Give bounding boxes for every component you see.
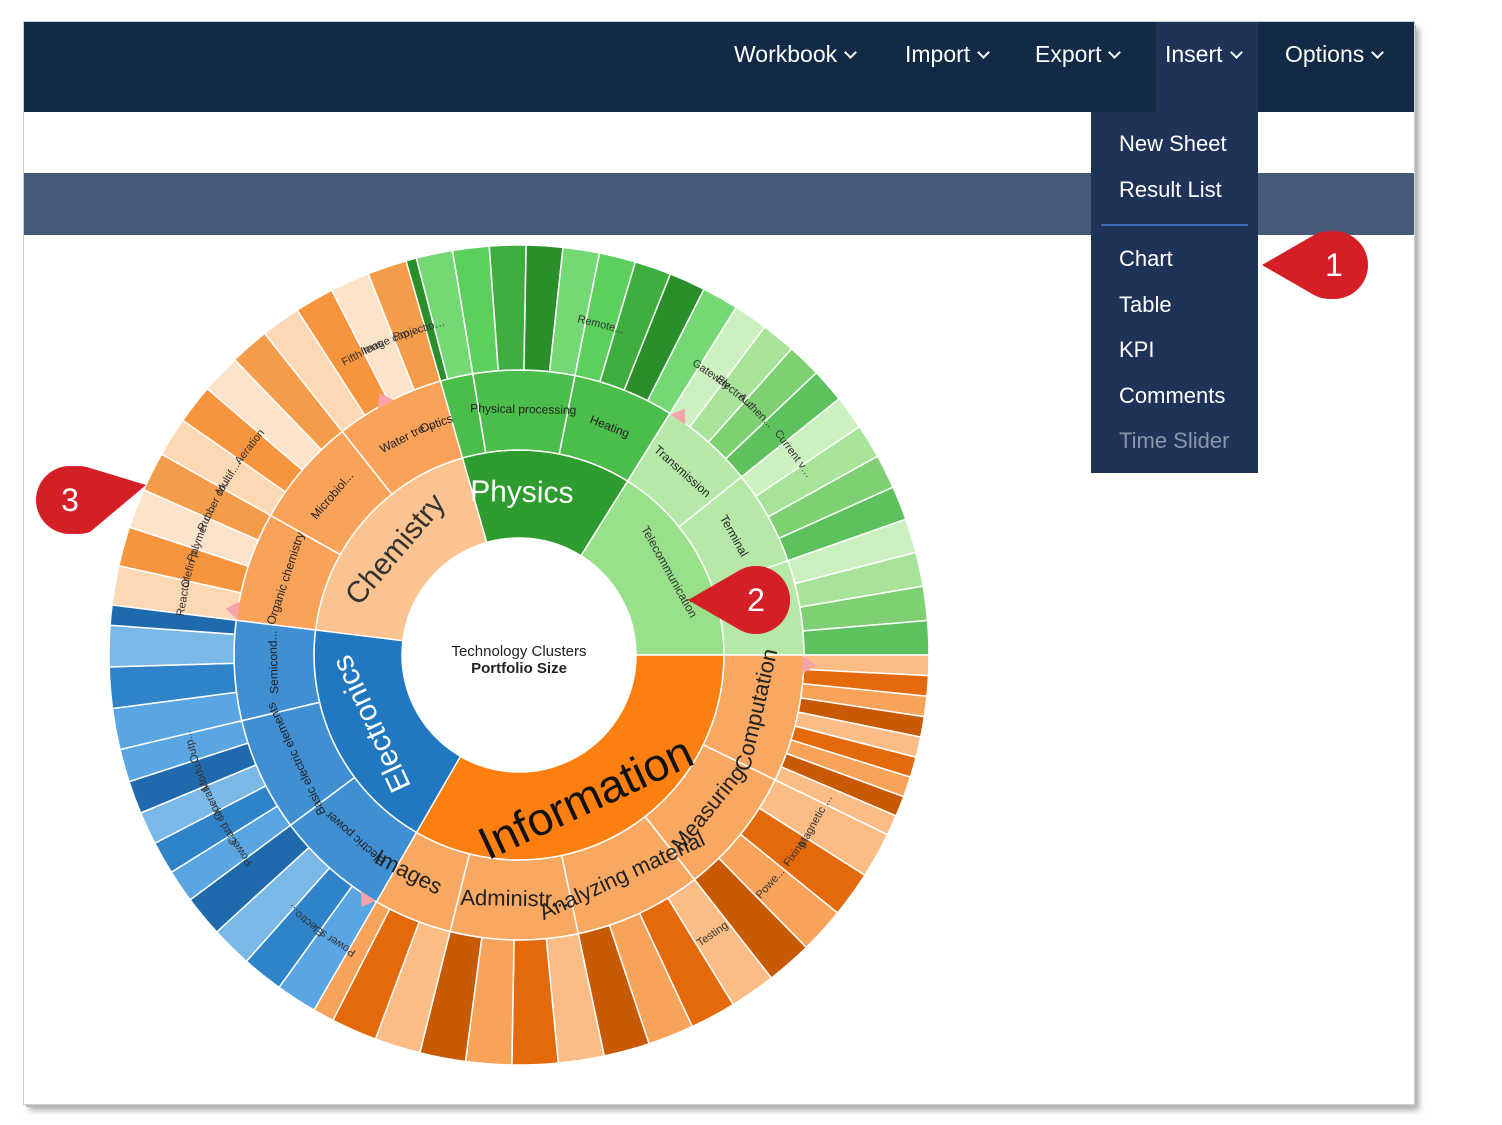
chart-center-subtitle: Portfolio Size [471,660,567,677]
menu-item-kpi[interactable]: KPI [1119,337,1155,362]
collapse-marker-icon [360,891,377,907]
nav-workbook-label: Workbook [734,41,838,67]
insert-dropdown-menu: New Sheet Result List Chart Table KPI Co… [1091,112,1258,473]
menu-divider [1101,224,1248,226]
collapse-marker-icon [670,408,686,425]
top-navigation-bar: Workbook Import Export Insert Options [24,22,1414,112]
cluster-label-physics: Physics [470,475,574,510]
nav-options-label: Options [1285,41,1365,67]
nav-import-menu[interactable]: Import [905,22,991,112]
nav-import-label: Import [905,41,971,67]
menu-item-time-slider: Time Slider [1119,428,1230,453]
collapse-marker-icon [802,655,816,674]
collapse-marker-icon [377,392,394,409]
app-window: Workbook Import Export Insert Options Ph… [23,21,1415,1105]
nav-export-label: Export [1035,41,1102,67]
menu-item-result-list[interactable]: Result List [1119,177,1222,202]
leaf-arc[interactable] [367,259,442,391]
nav-workbook-menu[interactable]: Workbook [734,22,857,112]
chart-center-title: Technology Clusters [451,643,586,660]
chart-center-hole [402,538,636,772]
collapse-marker-icon [225,601,240,620]
menu-item-chart[interactable]: Chart [1119,246,1173,271]
nav-options-menu[interactable]: Options [1285,22,1385,112]
menu-item-comments[interactable]: Comments [1119,383,1226,408]
subcluster-label: Physical processing [470,401,576,417]
subcluster-label: Administr... [460,885,569,912]
menu-item-new-sheet[interactable]: New Sheet [1119,131,1227,156]
menu-item-table[interactable]: Table [1119,292,1172,317]
nav-insert-menu[interactable]: Insert [1156,22,1258,112]
nav-insert-label: Insert [1165,41,1223,67]
subcluster-label: Semicond... [265,630,281,694]
nav-export-menu[interactable]: Export [1035,22,1122,112]
